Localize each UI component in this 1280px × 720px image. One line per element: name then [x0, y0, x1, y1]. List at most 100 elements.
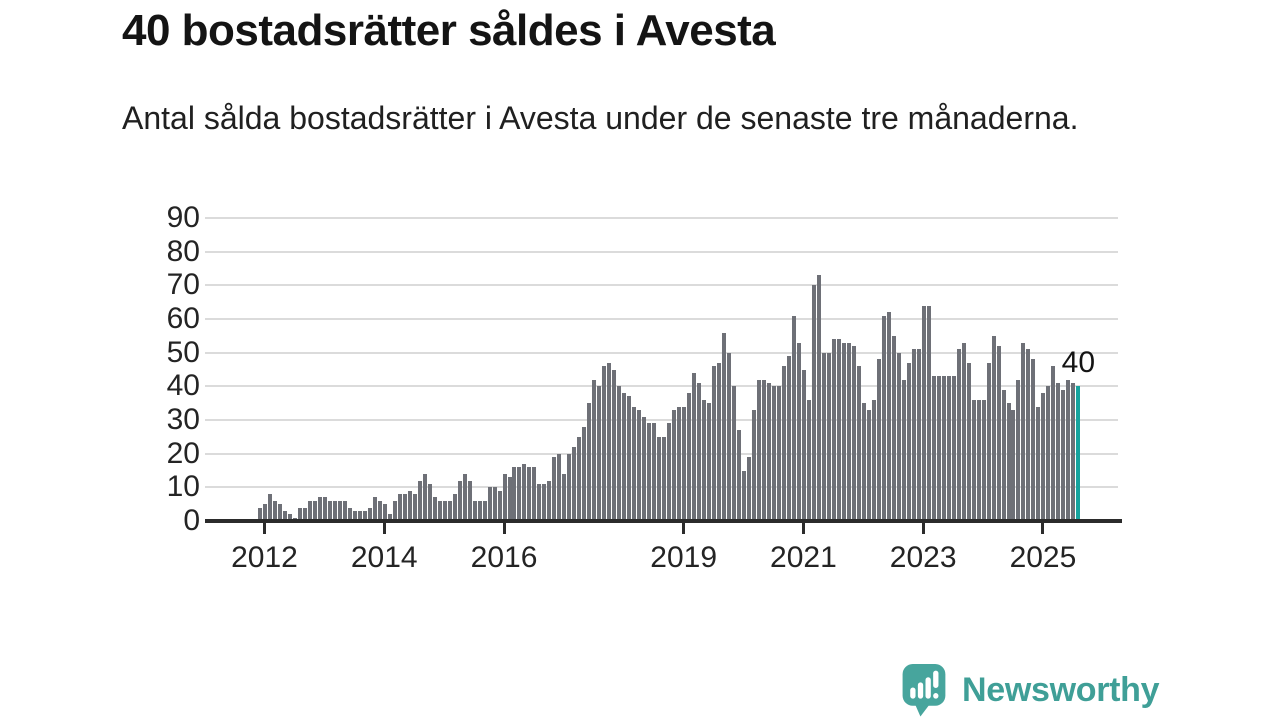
bar [637, 409, 642, 521]
bar [432, 497, 437, 521]
bar [527, 467, 532, 521]
bar [841, 342, 846, 521]
bar [956, 349, 961, 521]
x-axis-tick [801, 523, 805, 534]
bar [647, 423, 652, 521]
bar [941, 376, 946, 521]
bar [951, 376, 956, 521]
bar [667, 423, 672, 521]
bar [277, 504, 282, 521]
y-axis-label: 10 [166, 470, 200, 504]
bar [1051, 366, 1056, 521]
bar [627, 396, 632, 521]
bar [697, 383, 702, 521]
bar [532, 467, 537, 521]
y-axis-label: 60 [166, 302, 200, 335]
bar [861, 403, 866, 521]
x-axis-label: 2014 [350, 541, 418, 574]
bar [1031, 359, 1036, 521]
y-axis-label: 50 [166, 335, 200, 369]
bar [572, 446, 577, 521]
bar [791, 315, 796, 521]
bar [582, 426, 587, 521]
gridline [205, 385, 1118, 388]
bar [482, 500, 487, 521]
bar [492, 487, 497, 521]
bar [472, 500, 477, 521]
bar [846, 342, 851, 521]
bar [732, 386, 737, 521]
bar [816, 275, 821, 521]
x-axis-tick [1041, 523, 1045, 534]
bar [317, 497, 322, 521]
bar [622, 393, 627, 521]
bar [592, 379, 597, 521]
bar [387, 514, 392, 521]
bar [946, 376, 951, 521]
gridline [205, 217, 1118, 219]
bar [597, 386, 602, 521]
bar [407, 490, 412, 521]
bar [1036, 406, 1041, 521]
x-axis-label: 2023 [889, 541, 957, 574]
bar [372, 497, 377, 521]
bar [1046, 386, 1051, 521]
gridline [205, 351, 1118, 354]
bar [996, 345, 1001, 521]
bar [632, 406, 637, 521]
bar [1041, 393, 1046, 521]
bar [682, 406, 687, 521]
bar [457, 480, 462, 521]
x-axis-tick [682, 523, 686, 534]
bar [742, 470, 747, 521]
newsworthy-speech-bubble-chart-icon [902, 664, 946, 717]
x-axis-label: 2021 [770, 541, 837, 574]
bar [437, 500, 442, 521]
bar [886, 312, 891, 521]
bar [747, 457, 752, 521]
bar [652, 423, 657, 521]
bar [272, 500, 277, 521]
bar [657, 436, 662, 521]
bar [806, 399, 811, 521]
bar [392, 500, 397, 521]
bar [517, 467, 522, 521]
bar [552, 457, 557, 521]
bar [577, 436, 582, 521]
bar [717, 362, 722, 521]
bar [662, 436, 667, 521]
bar [871, 399, 876, 521]
bar [1026, 349, 1031, 521]
bar [377, 500, 382, 521]
bar [337, 500, 342, 521]
bar [327, 500, 332, 521]
bar [976, 399, 981, 521]
bar [1016, 379, 1021, 521]
bar [687, 393, 692, 521]
bar [477, 500, 482, 521]
bar [712, 366, 717, 521]
bar [287, 514, 292, 521]
bar [467, 480, 472, 521]
bar [512, 467, 517, 521]
bar [727, 352, 732, 521]
highlight-value-label: 40 [1061, 346, 1096, 380]
bar [447, 500, 452, 521]
bar [1061, 389, 1066, 521]
bar [906, 362, 911, 521]
bar [567, 453, 572, 521]
highlighted-bar [1076, 386, 1081, 521]
bar [507, 477, 512, 521]
bar [487, 487, 492, 521]
bar [282, 510, 287, 521]
bar [692, 372, 697, 521]
bar [752, 409, 756, 521]
bar [452, 494, 457, 521]
bar [522, 463, 527, 521]
bar [312, 500, 317, 521]
bar [1071, 383, 1076, 521]
x-axis-label: 2019 [650, 541, 718, 574]
bar [352, 510, 357, 521]
y-axis-label: 30 [166, 403, 200, 436]
